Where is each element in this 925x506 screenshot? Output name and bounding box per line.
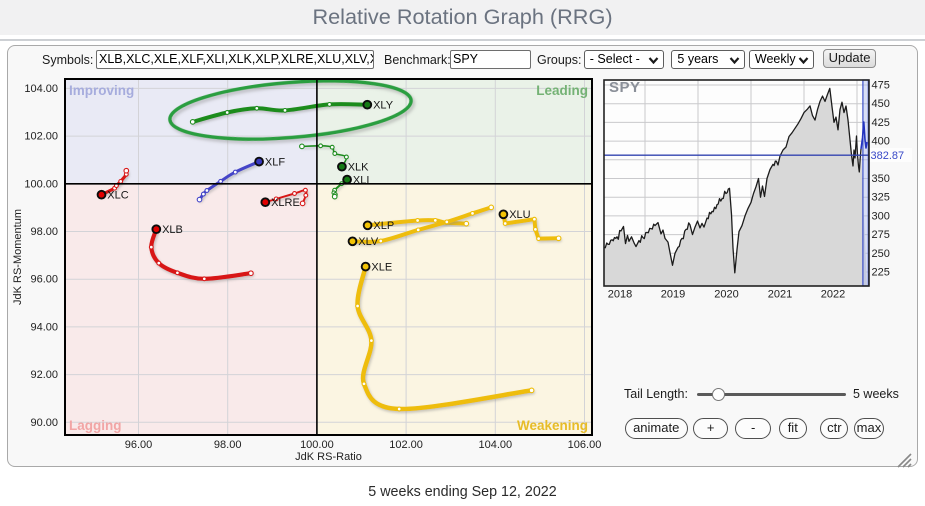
svg-text:100.00: 100.00 [24,178,58,190]
svg-text:XLC: XLC [107,190,128,202]
svg-text:300: 300 [872,210,890,222]
svg-text:XLE: XLE [371,262,392,274]
svg-text:XLP: XLP [373,220,394,232]
svg-text:98.00: 98.00 [214,439,242,451]
svg-text:2018: 2018 [608,289,632,301]
svg-text:XLI: XLI [353,175,370,187]
svg-text:Improving: Improving [69,83,134,98]
svg-text:102.00: 102.00 [24,131,58,143]
svg-text:104.00: 104.00 [478,439,512,451]
svg-text:XLV: XLV [358,236,379,248]
svg-text:XLK: XLK [348,162,369,174]
svg-text:JdK RS-Ratio: JdK RS-Ratio [295,451,362,463]
svg-text:100.00: 100.00 [300,439,334,451]
svg-text:325: 325 [872,192,890,204]
svg-text:Leading: Leading [536,83,588,98]
svg-text:XLRE: XLRE [271,197,300,209]
svg-text:2022: 2022 [821,289,845,301]
svg-text:425: 425 [872,117,890,129]
svg-text:102.00: 102.00 [389,439,423,451]
svg-text:275: 275 [872,229,890,241]
svg-text:250: 250 [872,248,890,260]
svg-text:90.00: 90.00 [30,417,58,429]
svg-text:400: 400 [872,136,890,148]
svg-text:104.00: 104.00 [24,83,58,95]
svg-text:98.00: 98.00 [30,226,58,238]
svg-text:XLU: XLU [509,209,530,221]
svg-text:350: 350 [872,173,890,185]
svg-text:96.00: 96.00 [30,274,58,286]
svg-text:225: 225 [872,267,890,279]
svg-text:JdK RS-Momentum: JdK RS-Momentum [12,209,24,305]
svg-text:450: 450 [872,98,890,110]
svg-text:Lagging: Lagging [69,418,122,433]
svg-text:106.00: 106.00 [568,439,602,451]
svg-text:382.87: 382.87 [871,150,905,162]
svg-text:94.00: 94.00 [30,321,58,333]
svg-text:XLF: XLF [265,157,285,169]
svg-text:475: 475 [872,80,890,92]
svg-text:XLY: XLY [373,100,394,112]
svg-text:SPY: SPY [609,79,641,96]
svg-text:Weakening: Weakening [517,418,588,433]
svg-text:92.00: 92.00 [30,369,58,381]
svg-text:2020: 2020 [714,289,738,301]
svg-text:XLB: XLB [162,224,183,236]
svg-text:96.00: 96.00 [125,439,153,451]
svg-text:2021: 2021 [768,289,792,301]
svg-text:2019: 2019 [661,289,685,301]
